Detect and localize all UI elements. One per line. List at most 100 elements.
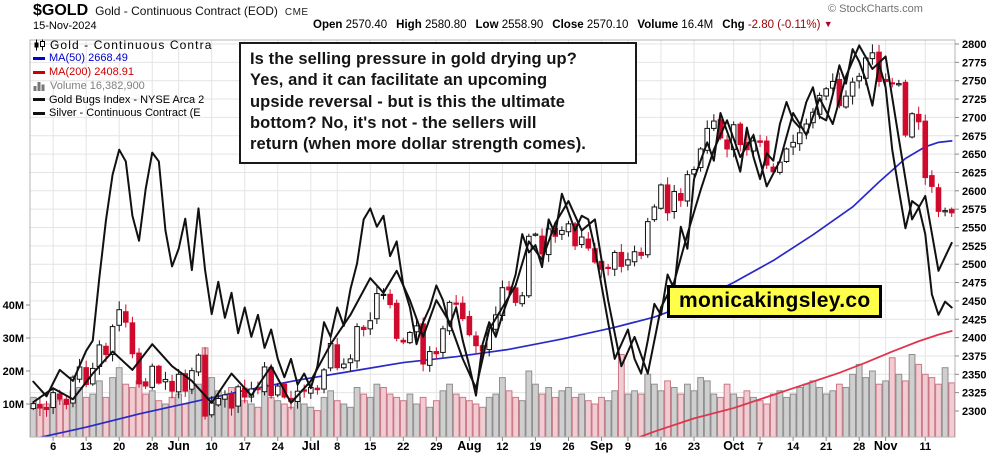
svg-text:11: 11	[919, 441, 931, 453]
svg-text:2450: 2450	[962, 296, 986, 308]
quote-strip: Open 2570.40 High 2580.80 Low 2558.90 Cl…	[313, 19, 833, 31]
svg-text:2700: 2700	[962, 112, 986, 124]
svg-text:26: 26	[562, 441, 574, 453]
change-down-triangle-icon: ▼	[823, 19, 833, 29]
legend-item-ma50: MA(50) 2668.49	[33, 52, 212, 65]
svg-text:12: 12	[496, 441, 508, 453]
high-label: High	[396, 19, 422, 31]
svg-text:28: 28	[853, 441, 865, 453]
legend-label: Gold Bugs Index - NYSE Arca 2	[49, 93, 205, 106]
svg-text:2375: 2375	[962, 351, 986, 363]
svg-text:19: 19	[529, 441, 541, 453]
svg-text:2725: 2725	[962, 94, 986, 106]
legend-label: Volume 16,382,900	[50, 79, 145, 92]
svg-text:7: 7	[757, 441, 763, 453]
svg-text:2300: 2300	[962, 406, 986, 418]
gold-bugs-overlay-line	[32, 44, 953, 404]
svg-text:2425: 2425	[962, 314, 986, 326]
svg-text:9: 9	[625, 441, 631, 453]
svg-text:2550: 2550	[962, 223, 986, 235]
price-axis-labels: 2300 2325 2350 2375 2400 2425 2450 2475 2500 2525…	[955, 39, 986, 418]
volume-value: 16.4M	[681, 19, 714, 31]
legend-item-volume: Volume 16,382,900	[33, 79, 212, 92]
plot-border	[29, 39, 956, 438]
volume-axis-labels: 10M 20M 30M 40M	[3, 300, 30, 411]
svg-text:2650: 2650	[962, 149, 986, 161]
close-label: Close	[552, 19, 584, 31]
instrument-name: Gold - Continuous Contract (EOD)	[95, 4, 278, 18]
svg-text:Nov: Nov	[874, 439, 898, 453]
svg-text:Jul: Jul	[302, 439, 320, 453]
svg-text:2400: 2400	[962, 333, 986, 345]
high-value: 2580.80	[424, 19, 467, 31]
open-value: 2570.40	[345, 19, 388, 31]
ma50-line-icon	[33, 56, 45, 60]
legend-label: MA(50) 2668.49	[49, 52, 128, 65]
legend-item-ma200: MA(200) 2408.91	[33, 66, 212, 79]
legend-item-gold: Gold - Continuous Contra	[33, 37, 213, 52]
open-label: Open	[313, 19, 343, 31]
legend-label: Gold - Continuous Contra	[50, 37, 213, 52]
svg-text:22: 22	[397, 441, 409, 453]
svg-text:20: 20	[113, 441, 125, 453]
chart-date: 15-Nov-2024	[33, 20, 97, 32]
svg-text:2575: 2575	[962, 204, 986, 216]
svg-text:17: 17	[239, 441, 251, 453]
gold-bugs-line-icon	[33, 98, 45, 102]
svg-text:2625: 2625	[962, 167, 986, 179]
svg-text:2800: 2800	[962, 39, 986, 51]
svg-text:2325: 2325	[962, 388, 986, 400]
svg-text:8: 8	[334, 441, 340, 453]
svg-text:10M: 10M	[3, 399, 24, 411]
svg-text:Sep: Sep	[590, 439, 613, 453]
svg-text:2750: 2750	[962, 76, 986, 88]
svg-text:20M: 20M	[3, 366, 24, 378]
svg-text:2600: 2600	[962, 186, 986, 198]
svg-text:2500: 2500	[962, 259, 986, 271]
svg-text:24: 24	[272, 441, 285, 453]
svg-text:2475: 2475	[962, 278, 986, 290]
exchange-label: CME	[284, 7, 309, 18]
annotation-text-box: Is the selling pressure in gold drying u…	[239, 42, 637, 165]
stockcharts-credit-link[interactable]: © StockCharts.com	[828, 3, 923, 15]
svg-text:10: 10	[206, 441, 218, 453]
low-label: Low	[475, 19, 499, 31]
volume-bars	[30, 347, 955, 437]
chart-header: $GOLD Gold - Continuous Contract (EOD) C…	[33, 2, 309, 20]
chart-legend: Gold - Continuous Contra MA(50) 2668.49 …	[33, 37, 213, 122]
svg-text:2525: 2525	[962, 241, 986, 253]
svg-text:21: 21	[820, 441, 832, 453]
legend-item-gold-bugs: Gold Bugs Index - NYSE Arca 2	[33, 93, 212, 106]
watermark-badge: monicakingsley.co	[667, 285, 883, 318]
svg-text:28: 28	[146, 441, 158, 453]
svg-text:29: 29	[430, 441, 442, 453]
ma200-line	[637, 330, 953, 437]
legend-item-silver: Silver - Continuous Contract (E	[33, 107, 212, 119]
legend-label: MA(200) 2408.91	[49, 66, 134, 79]
chg-label: Chg	[722, 19, 745, 31]
svg-text:23: 23	[688, 441, 700, 453]
silver-overlay-line	[32, 48, 953, 398]
svg-text:Oct: Oct	[723, 439, 745, 453]
svg-text:14: 14	[787, 441, 800, 453]
ma200-line-icon	[33, 70, 45, 74]
volume-label: Volume	[637, 19, 679, 31]
svg-text:2775: 2775	[962, 57, 986, 69]
close-value: 2570.10	[586, 19, 629, 31]
symbol-label: $GOLD	[33, 2, 89, 19]
low-value: 2558.90	[501, 19, 544, 31]
svg-text:2675: 2675	[962, 131, 986, 143]
svg-text:13: 13	[80, 441, 92, 453]
svg-text:6: 6	[50, 441, 56, 453]
volume-bars-icon	[33, 80, 46, 92]
chg-value: -2.80 (-0.11%)	[747, 19, 821, 31]
svg-text:30M: 30M	[3, 333, 24, 345]
candlestick-icon	[33, 39, 46, 51]
date-axis-labels: 6 13 20 28 Jun 10 17 24 Jul 8 15 22 29 Aug 12 19 26 Sep 9 1…	[50, 437, 931, 453]
svg-text:Jun: Jun	[168, 439, 190, 453]
svg-text:Aug: Aug	[457, 439, 481, 453]
svg-text:15: 15	[364, 441, 376, 453]
silver-line-icon	[33, 111, 45, 115]
